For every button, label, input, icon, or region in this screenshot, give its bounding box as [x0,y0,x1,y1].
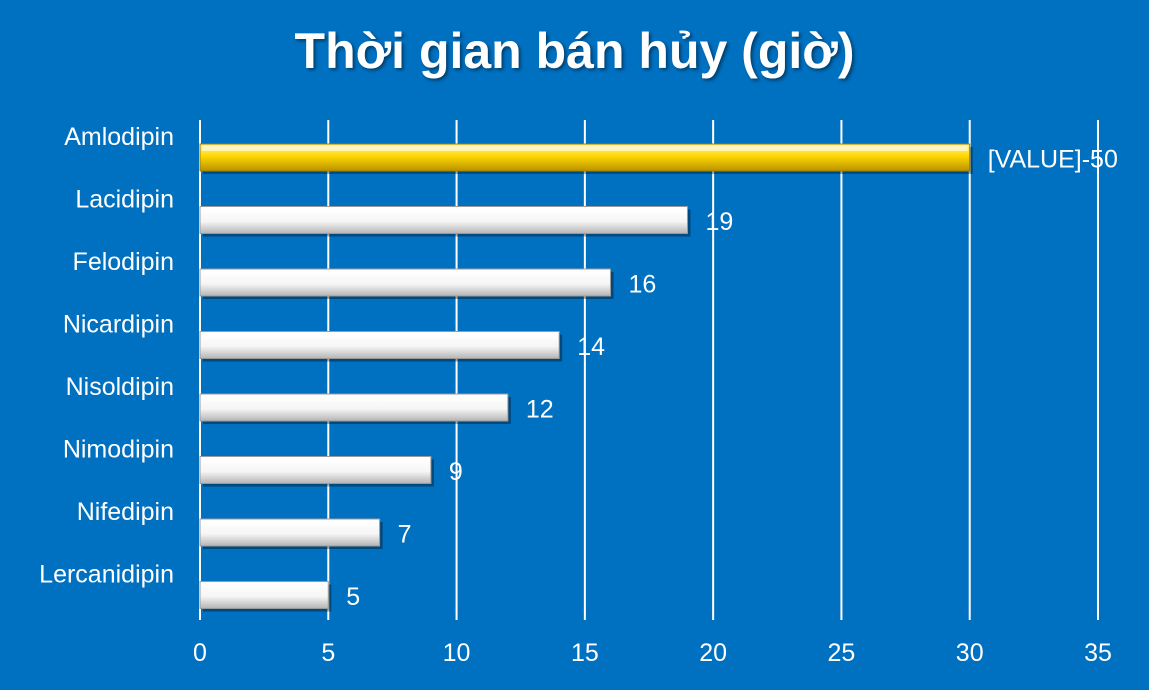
bar-bevel [202,583,327,589]
bar-bevel [202,396,506,401]
chart-title: Thời gian bán hủy (giờ) [294,23,855,79]
data-label: 7 [398,521,412,549]
x-tick-label: 0 [193,639,207,667]
x-tick-label: 5 [321,639,335,667]
data-label: [VALUE]-50 [988,146,1118,174]
category-label: Lacidipin [75,186,174,214]
category-label: Amlodipin [64,123,174,151]
bar-bevel [202,521,378,526]
bar-bevel [202,271,609,276]
x-tick-label: 20 [699,639,727,667]
data-label: 16 [629,271,657,299]
data-label: 19 [705,208,733,236]
x-tick-label: 35 [1084,639,1112,667]
category-label: Nisoldipin [66,373,174,401]
bar-bevel [202,146,968,151]
x-tick-label: 25 [828,639,856,667]
data-label: 9 [449,458,463,486]
x-tick-label: 10 [443,639,471,667]
data-label: 14 [577,333,605,361]
x-tick-label: 15 [571,639,599,667]
x-tick-label: 30 [956,639,984,667]
bar-bevel [202,333,558,339]
category-label: Lercanidipin [39,561,174,589]
bar-bevel [202,208,686,214]
data-label: 12 [526,396,554,424]
category-label: Nifedipin [77,498,174,526]
bar-bevel [202,458,429,464]
category-label: Nicardipin [63,311,174,339]
data-label: 5 [346,583,360,611]
category-label: Felodipin [73,248,174,276]
category-label: Nimodipin [63,436,174,464]
